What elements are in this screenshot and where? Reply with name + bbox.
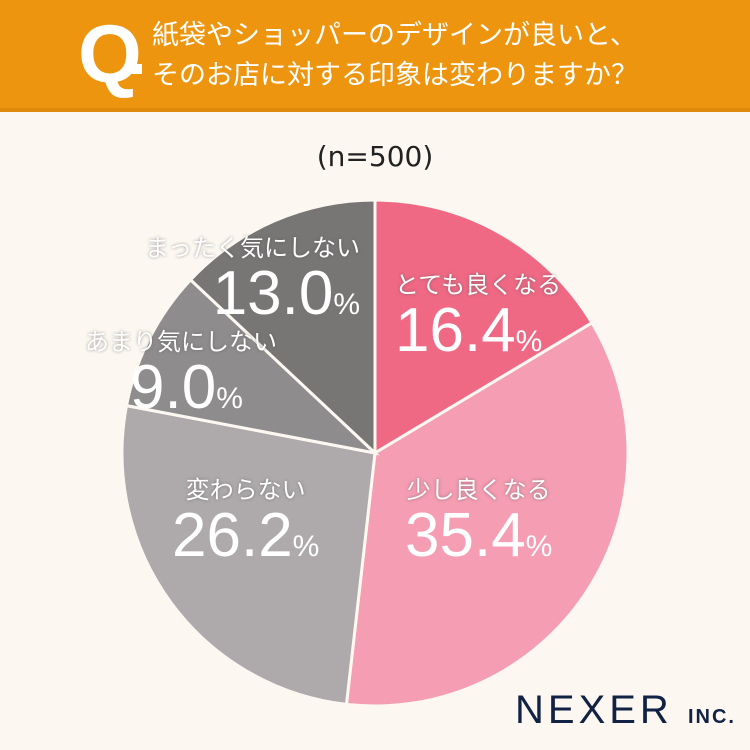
question-title-line1: 紙袋やショッパーのデザインが良いと、: [152, 20, 637, 51]
label-not-much-care: あまり気にしない 9.0%: [85, 322, 277, 430]
q-mark: Q: [78, 9, 142, 100]
percent-unit: %: [333, 288, 361, 321]
logo-name: NEXER: [515, 688, 673, 732]
pie-slice: [344, 320, 630, 708]
category-label: 変わらない: [185, 476, 306, 504]
logo-suffix: INC.: [687, 706, 736, 728]
q-dot: [132, 64, 142, 74]
percent-value: 26.2: [172, 501, 293, 570]
category-label: まったく気にしない: [145, 234, 361, 262]
label-no-change: 変わらない 26.2%: [172, 470, 319, 578]
category-label: あまり気にしない: [85, 328, 277, 356]
pie-slice: [124, 277, 380, 456]
percent-value: 35.4: [405, 501, 526, 570]
category-label: 少し良くなる: [406, 476, 551, 504]
label-slightly-good: 少し良くなる 35.4%: [405, 470, 552, 578]
pie-slice: [120, 403, 377, 707]
question-header: Q 紙袋やショッパーのデザインが良いと、 そのお店に対する印象は変わりますか？: [0, 0, 750, 112]
percent-value: 9.0: [130, 353, 217, 422]
percent-unit: %: [515, 325, 543, 358]
pie-slice: [373, 198, 595, 456]
sample-size: (n=500): [316, 140, 434, 173]
question-title-line2: そのお店に対する印象は変わりますか？: [152, 60, 638, 91]
category-label: とても良くなる: [395, 271, 562, 299]
label-very-good: とても良くなる 16.4%: [395, 265, 561, 373]
percent-value: 13.0: [212, 259, 334, 328]
percent-unit: %: [525, 530, 553, 563]
label-not-care-at-all: まったく気にしない 13.0%: [145, 228, 360, 336]
pie-slice: [188, 198, 377, 457]
percent-unit: %: [292, 530, 320, 563]
percent-unit: %: [216, 382, 243, 415]
nexer-logo: NEXER INC.: [515, 688, 736, 733]
percent-value: 16.4: [395, 296, 516, 365]
